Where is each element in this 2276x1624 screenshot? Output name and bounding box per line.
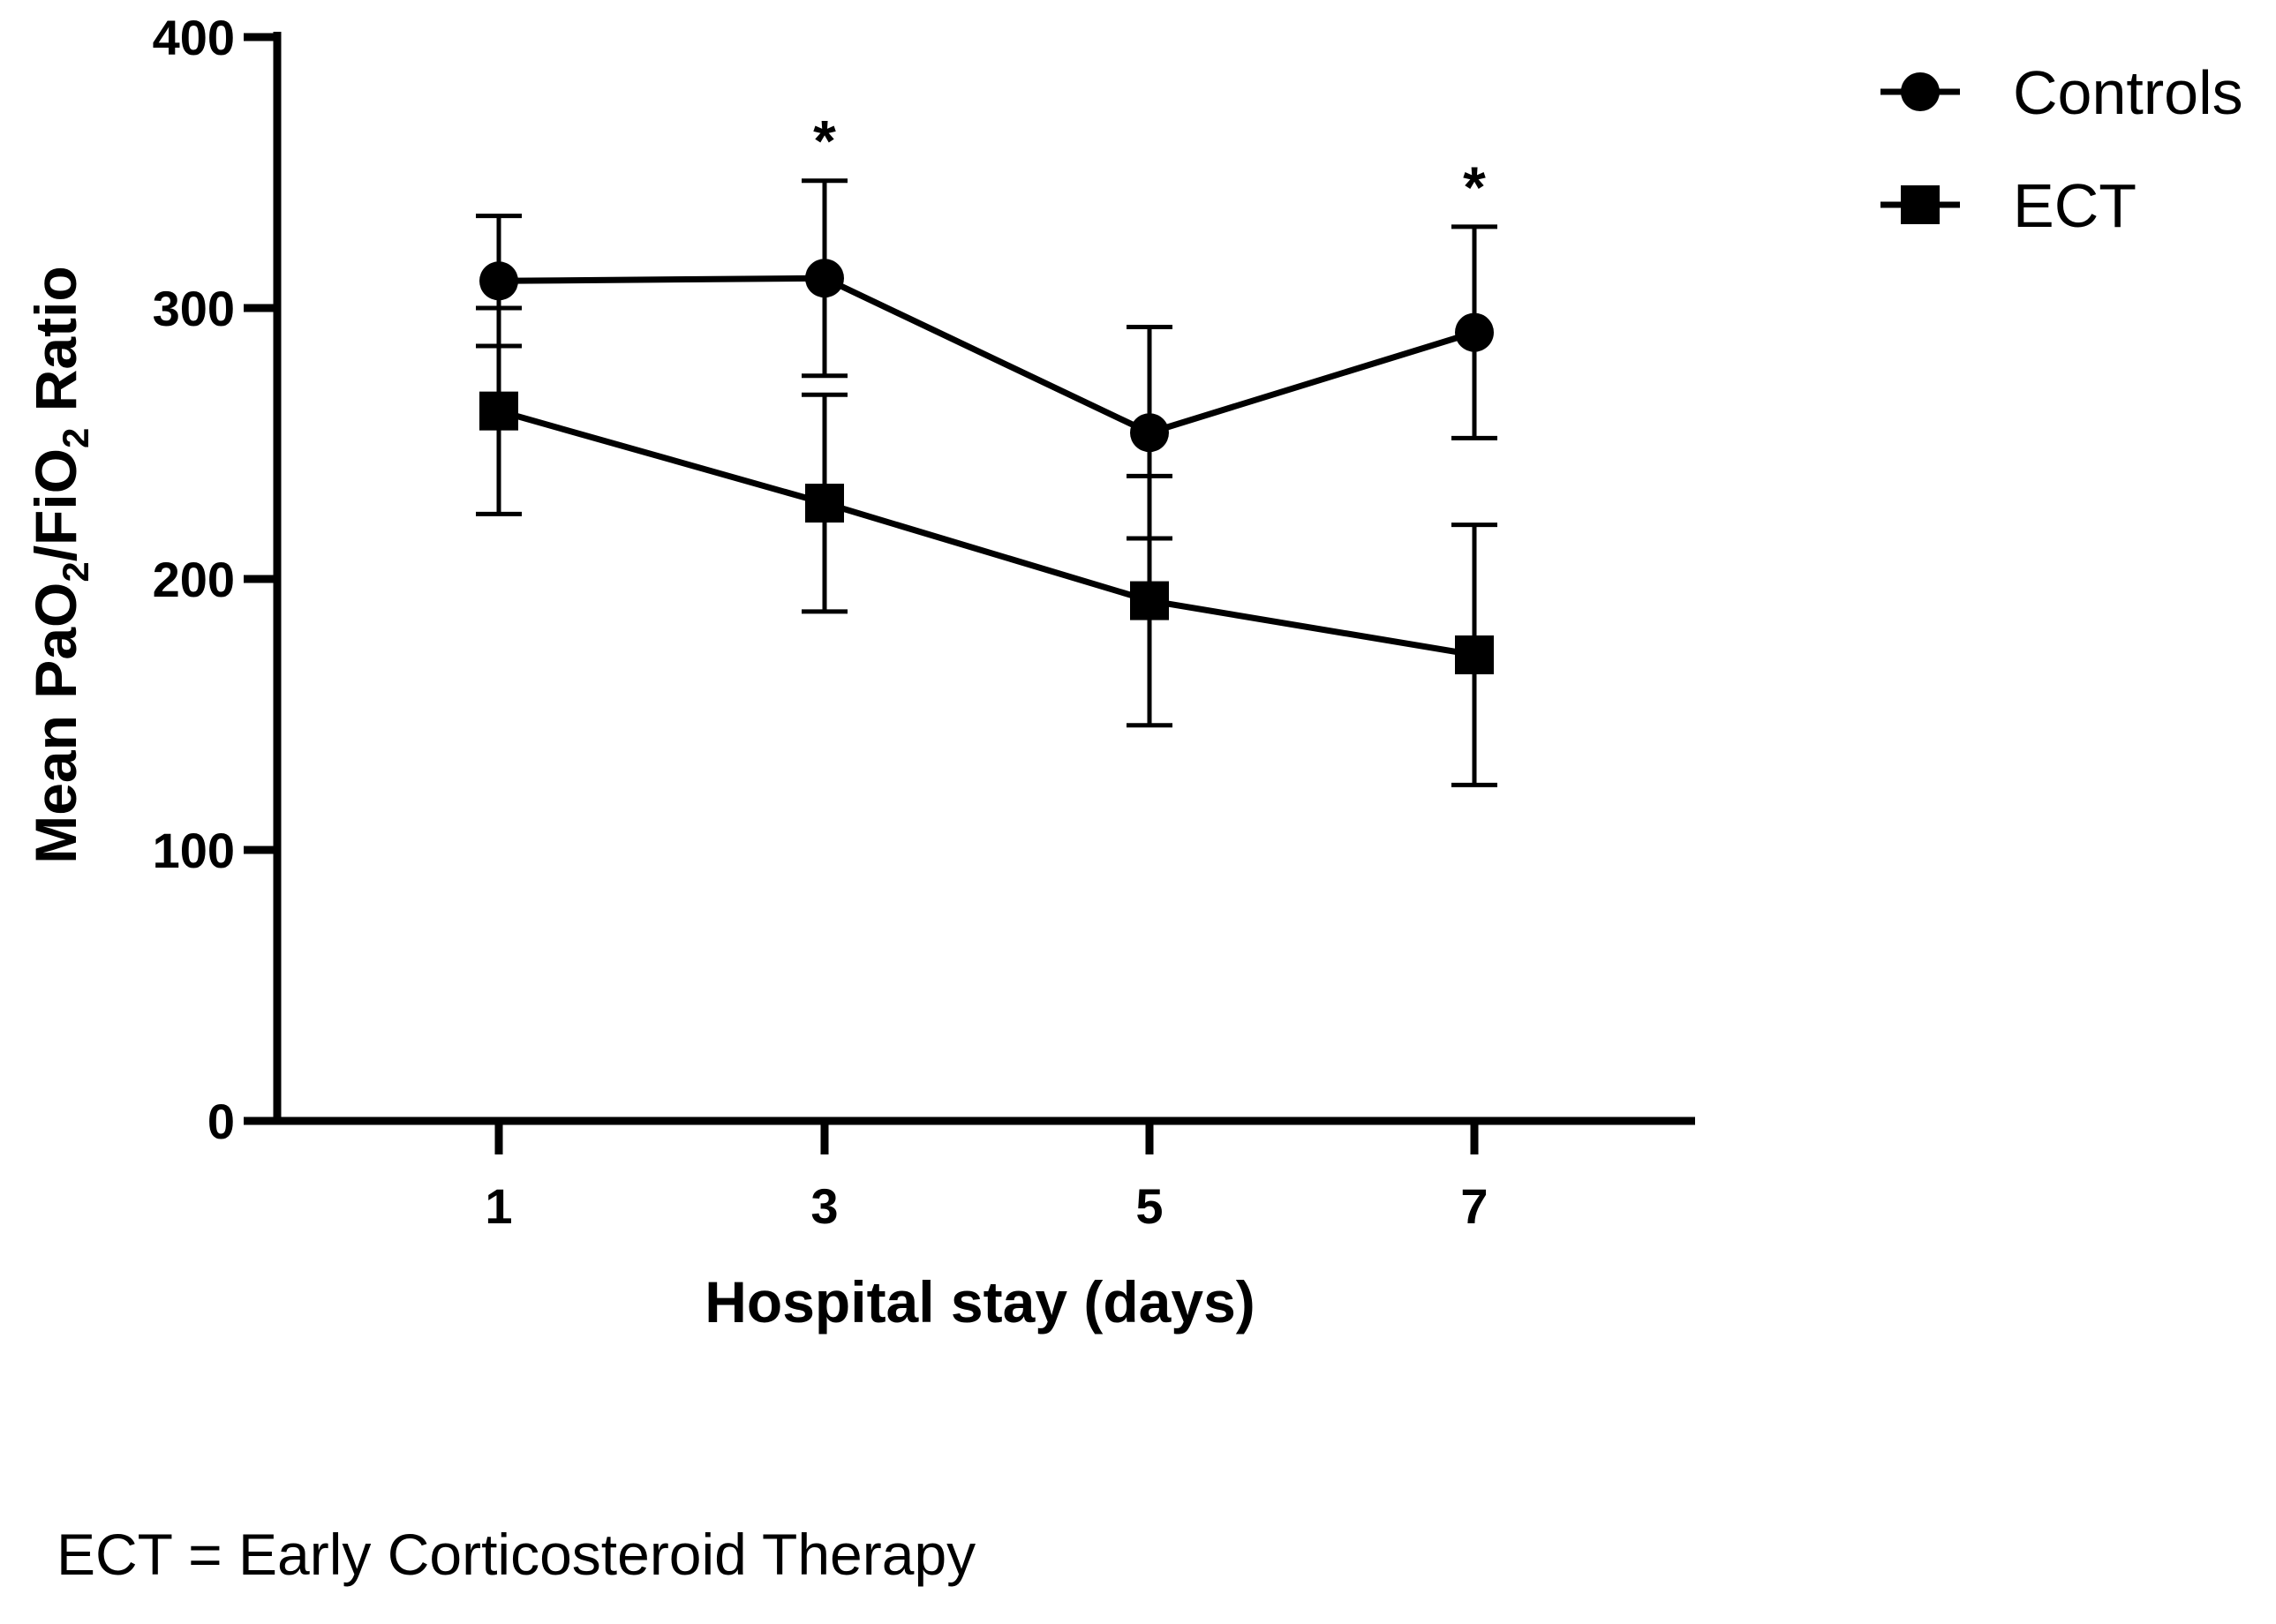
controls-point [1455,312,1494,352]
legend: Controls ECT [1880,58,2243,240]
significance-marks: ** [813,109,1486,220]
ect-series-line [498,408,1475,658]
x-tick-label: 7 [1460,1178,1488,1234]
significance-asterisk: * [813,109,836,174]
controls-point [1130,413,1169,453]
legend-marker-controls [1901,72,1940,111]
legend-marker-ect [1901,185,1940,224]
ect-point [805,484,844,523]
y-axis-title-part: /FiO [23,448,88,561]
x-tick-label: 1 [485,1178,512,1234]
series-lines [498,274,1476,658]
significance-asterisk: * [1463,154,1486,220]
x-tick-label: 3 [810,1178,838,1234]
y-axis-title-subscript: 2 [55,561,96,582]
data-markers [479,259,1494,674]
controls-series-line [498,274,1476,436]
error-bars [476,178,1497,787]
x-axis-title: Hospital stay (days) [705,1269,1255,1335]
y-axis-title-part: Ratio [23,266,88,427]
y-axis-title-part: Mean PaO [23,583,88,864]
legend-label-ect: ECT [2013,171,2137,240]
axes: 0 100 200 300 400 1 3 5 7 [153,10,1695,1234]
y-axis-title-subscript: 2 [55,428,96,448]
ect-point [1130,581,1169,620]
controls-point [479,261,518,301]
y-axis-title: Mean PaO2/FiO2 Ratio [23,266,96,864]
ect-point [1455,635,1494,674]
y-tick-label: 100 [153,823,235,878]
x-tick-label: 5 [1135,1178,1163,1234]
legend-label-controls: Controls [2013,58,2243,127]
ect-point [479,391,518,431]
y-tick-label: 0 [207,1094,235,1149]
y-tick-label: 400 [153,10,235,65]
y-tick-label: 300 [153,281,235,336]
footnote: ECT = Early Corticosteroid Therapy [57,1522,976,1587]
controls-point [805,259,844,298]
y-tick-label: 200 [153,552,235,607]
